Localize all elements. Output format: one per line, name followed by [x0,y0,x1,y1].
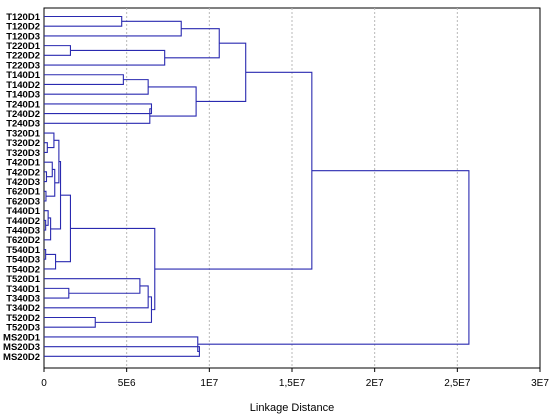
leaf-label: T240D2 [6,109,40,120]
dendrogram-branches [44,15,470,357]
leaf-label: T340D3 [6,293,40,304]
leaf-label: T440D2 [6,216,40,227]
x-tick-label: 5E6 [118,378,136,389]
leaf-label: T540D2 [6,264,40,275]
leaf-label: T520D3 [6,323,40,334]
leaf-label: T540D1 [6,245,41,256]
leaf-label: T120D2 [6,22,40,33]
leaf-label: T320D3 [6,148,40,159]
dendrogram-branch [197,170,470,345]
leaf-label: T420D1 [6,158,41,169]
leaf-label: T240D1 [6,99,41,110]
x-axis-title: Linkage Distance [250,402,334,414]
x-tick-label: 0 [41,378,47,389]
leaf-label: T320D2 [6,138,40,149]
leaf-label: T540D3 [6,255,40,266]
leaf-label: T440D1 [6,206,41,217]
leaf-label: T120D3 [6,31,40,42]
leaf-labels: T120D1T120D2T120D3T220D1T220D2T220D3T140… [3,12,41,363]
leaf-label: T420D2 [6,167,40,178]
leaf-label: T120D1 [6,12,41,23]
leaf-label: T220D1 [6,41,41,52]
leaf-label: T140D2 [6,80,40,91]
leaf-label: T140D3 [6,90,40,101]
leaf-label: T520D2 [6,313,40,324]
leaf-label: T420D3 [6,177,40,188]
leaf-label: T620D3 [6,196,40,207]
leaf-label: T340D2 [6,303,40,314]
leaf-label: T520D1 [6,274,41,285]
leaf-label: MS20D2 [3,352,40,363]
leaf-label: T620D2 [6,235,40,246]
leaf-label: T220D2 [6,51,40,62]
leaf-label: T440D3 [6,226,40,237]
x-axis-ticks: 0 5E6 1E7 1,5E7 2E7 2,5E7 3E7 [41,368,549,389]
leaf-label: T320D1 [6,128,41,139]
x-tick-label: 2E7 [366,378,384,389]
leaf-label: MS20D3 [3,342,40,353]
leaf-label: T220D3 [6,60,40,71]
leaf-label: T240D3 [6,119,40,130]
leaf-label: T140D1 [6,70,41,81]
x-tick-label: 1,5E7 [279,378,306,389]
x-tick-label: 2,5E7 [444,378,471,389]
x-tick-label: 3E7 [531,378,549,389]
leaf-label: MS20D1 [3,332,41,343]
leaf-label: T620D1 [6,187,41,198]
leaf-label: T340D1 [6,284,41,295]
x-tick-label: 1E7 [200,378,218,389]
